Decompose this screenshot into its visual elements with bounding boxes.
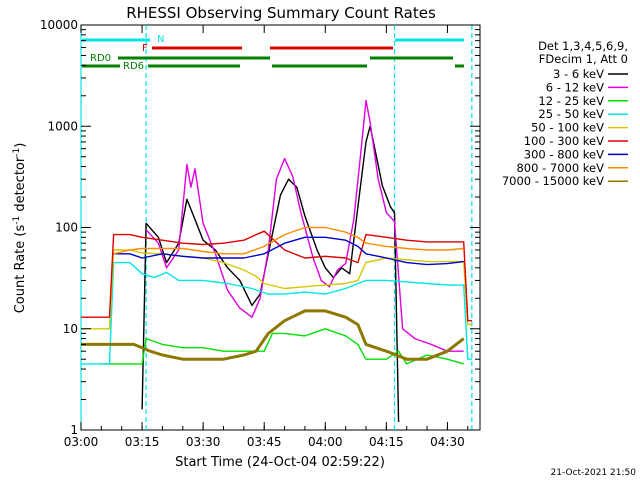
x-tick-label: 03:00: [64, 435, 99, 449]
legend: Det 1,3,4,5,6,9, FDecim 1, Att 0 3 - 6 k…: [502, 39, 628, 188]
series-line: [81, 309, 465, 361]
y-axis-label: Count Rate (s-1 detector-1): [12, 143, 28, 314]
legend-entry-label: 300 - 800 keV: [524, 147, 604, 161]
y-tick-label: 100: [55, 221, 78, 235]
y-tick-label: 1: [70, 423, 78, 437]
footer-date: 21-Oct-2021 21:50: [551, 468, 637, 478]
flag-f-label: F: [142, 43, 148, 54]
x-tick-label: 03:45: [247, 435, 282, 449]
flag-rd6-label: RD6: [123, 61, 144, 72]
x-axis-label: Start Time (24-Oct-04 02:59:22): [175, 455, 385, 470]
series-line: [145, 99, 464, 352]
flag-bars: N F RD0 RD6: [82, 34, 464, 72]
legend-entry-label: 800 - 7000 keV: [516, 161, 604, 175]
legend-entry-label: 100 - 300 keV: [524, 134, 604, 148]
series-line: [113, 236, 464, 266]
y-tick-label: 10000: [40, 18, 78, 32]
series-line: [81, 230, 472, 322]
night-boundaries: [80, 25, 473, 430]
series-lines: [81, 99, 472, 423]
legend-header-1: Det 1,3,4,5,6,9,: [538, 39, 628, 53]
series-line: [81, 249, 472, 330]
legend-entry-label: 6 - 12 keV: [546, 80, 604, 94]
x-tick-label: 04:30: [430, 435, 465, 449]
x-tick-label: 03:15: [125, 435, 160, 449]
series-line: [81, 261, 472, 365]
y-axis-label-end: ): [13, 143, 28, 148]
y-axis-ticks: 1 10 100 1000 10000: [40, 18, 480, 437]
flag-rd0-label: RD0: [90, 53, 111, 64]
y-axis-label-main: Count Rate (s: [13, 225, 28, 314]
legend-entry-label: 12 - 25 keV: [538, 94, 604, 108]
flag-n-label: N: [157, 34, 164, 45]
plot-frame: [80, 24, 481, 431]
x-axis-ticks: 03:00 03:15 03:30 03:45 04:00 04:15 04:30: [64, 25, 469, 449]
legend-entry-label: 3 - 6 keV: [553, 67, 604, 81]
legend-header-2: FDecim 1, Att 0: [539, 52, 628, 66]
y-tick-label: 1000: [47, 119, 78, 133]
x-tick-label: 04:15: [369, 435, 404, 449]
legend-entry-label: 7000 - 15000 keV: [502, 174, 604, 188]
chart-title: RHESSI Observing Summary Count Rates: [126, 4, 436, 22]
legend-entry-label: 25 - 50 keV: [538, 107, 604, 121]
x-tick-label: 04:00: [308, 435, 343, 449]
legend-entry-label: 50 - 100 keV: [531, 121, 604, 135]
y-axis-label-sup2: -1: [12, 148, 22, 157]
y-axis-label-sup1: -1: [12, 216, 22, 225]
series-line: [113, 226, 464, 255]
y-tick-label: 10: [63, 322, 78, 336]
x-tick-label: 03:30: [186, 435, 221, 449]
y-axis-label-mid: detector: [13, 156, 28, 216]
